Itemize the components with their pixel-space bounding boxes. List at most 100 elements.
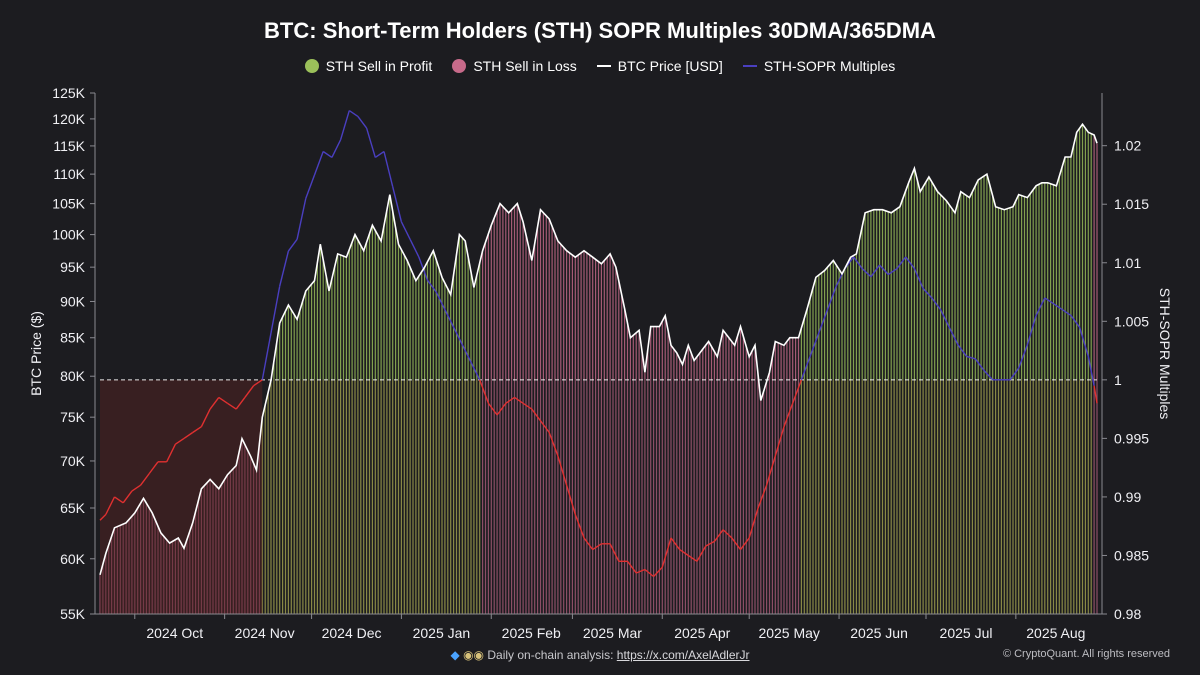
sopr-segment — [644, 568, 655, 578]
legend-item-price[interactable]: BTC Price [USD] — [596, 58, 723, 74]
sopr-segment — [687, 554, 698, 562]
sopr-segment — [557, 455, 568, 486]
sopr-segment — [426, 279, 437, 293]
left-tick-label: 65K — [60, 500, 86, 516]
sopr-segment — [313, 151, 324, 176]
sopr-segment — [765, 455, 776, 486]
left-tick-label: 105K — [52, 196, 85, 212]
sopr-segment — [1044, 297, 1054, 305]
sopr-segment — [957, 344, 968, 357]
right-tick-label: 1.02 — [1114, 138, 1141, 154]
sopr-line-icon — [742, 65, 757, 67]
x-tick-label: 2025 Jul — [940, 625, 993, 641]
left-tick-label: 90K — [60, 293, 86, 309]
loss-zone — [100, 379, 263, 614]
sopr-segment — [114, 496, 124, 504]
right-tick-label: 1.005 — [1114, 313, 1149, 329]
sopr-segment — [435, 291, 446, 310]
legend-item-loss[interactable]: STH Sell in Loss — [452, 58, 577, 74]
left-tick-label: 75K — [60, 409, 86, 425]
sopr-segment — [887, 268, 898, 276]
sopr-segment — [539, 420, 550, 433]
eyes-icon: ◉◉ — [463, 648, 485, 662]
sopr-segment — [522, 402, 533, 410]
left-tick-label: 80K — [60, 368, 86, 384]
footer-link[interactable]: https://x.com/AxelAdlerJr — [616, 648, 750, 662]
x-tick-label: 2025 Apr — [674, 625, 730, 641]
left-tick-label: 115K — [53, 138, 85, 154]
sopr-segment — [322, 150, 333, 158]
sopr-segment — [852, 256, 863, 270]
legend-label-profit: STH Sell in Profit — [325, 58, 433, 74]
sopr-segment — [166, 443, 177, 463]
x-tick-label: 2025 Feb — [502, 625, 561, 641]
sopr-segment — [939, 309, 950, 328]
sopr-segment — [609, 543, 620, 562]
sopr-segment — [514, 396, 524, 404]
sopr-segment — [1070, 314, 1081, 328]
right-tick-label: 1 — [1114, 372, 1122, 388]
sopr-segment — [357, 115, 368, 129]
sopr-segment — [339, 110, 350, 140]
sopr-segment — [270, 286, 281, 334]
sopr-segment — [261, 332, 272, 380]
sopr-segment — [505, 396, 515, 404]
profit-dot-icon — [304, 59, 319, 73]
right-axis-title: STH-SOPR Multiples — [1157, 288, 1173, 419]
left-tick-label: 110K — [53, 166, 85, 182]
sopr-segment — [140, 473, 150, 486]
sopr-segment — [227, 402, 237, 410]
sopr-segment — [183, 431, 194, 439]
x-tick-label: 2025 May — [758, 625, 819, 641]
sopr-segment — [653, 566, 663, 577]
legend-item-sopr[interactable]: STH-SOPR Multiples — [742, 58, 896, 74]
sopr-segment — [122, 490, 133, 504]
sopr-segment — [800, 356, 811, 381]
price-line-icon — [596, 65, 611, 67]
sopr-segment — [218, 396, 228, 404]
sopr-segment — [1018, 344, 1029, 369]
sopr-segment — [1061, 309, 1072, 316]
sopr-segment — [1026, 315, 1037, 345]
sopr-segment — [592, 543, 602, 551]
right-tick-label: 0.995 — [1114, 430, 1149, 446]
legend-item-profit[interactable]: STH Sell in Profit — [304, 58, 433, 74]
left-tick-label: 85K — [60, 330, 86, 346]
sopr-segment — [626, 560, 637, 574]
sopr-segment — [818, 309, 829, 334]
sopr-segment — [470, 361, 481, 381]
sopr-segment — [722, 529, 733, 539]
left-tick-label: 60K — [60, 551, 86, 567]
sopr-segment — [748, 508, 759, 539]
sopr-segment — [496, 402, 507, 416]
sopr-segment — [192, 426, 202, 434]
x-tick-label: 2025 Jan — [413, 625, 471, 641]
sopr-segment — [287, 238, 298, 252]
sopr-segment — [383, 151, 394, 187]
sopr-segment — [487, 402, 498, 416]
footer-analysis: ◆ ◉◉ Daily on-chain analysis: https://x.… — [0, 648, 1200, 662]
sopr-segment — [1035, 297, 1046, 316]
loss-zone-rect — [100, 379, 263, 614]
sopr-segment — [974, 358, 985, 371]
sopr-segment — [635, 568, 646, 574]
sopr-segment — [896, 256, 907, 270]
sopr-segment — [452, 326, 463, 346]
legend-label-sopr: STH-SOPR Multiples — [763, 58, 896, 74]
chart-title: BTC: Short-Term Holders (STH) SOPR Multi… — [264, 18, 936, 43]
right-tick-label: 0.98 — [1114, 606, 1141, 622]
legend-label-price: BTC Price [USD] — [617, 58, 723, 74]
left-tick-label: 125K — [52, 85, 85, 101]
sopr-segment — [670, 537, 681, 551]
sopr-segment — [913, 268, 924, 289]
series-lines — [99, 110, 1098, 578]
chart-legend: STH Sell in Profit STH Sell in Loss BTC … — [0, 58, 1200, 74]
x-tick-label: 2025 Jun — [850, 625, 908, 641]
sopr-segment — [209, 396, 220, 410]
left-tick-label: 100K — [52, 227, 85, 243]
sopr-segment — [296, 198, 307, 240]
diamond-icon: ◆ — [450, 648, 460, 662]
x-tick-label: 2025 Mar — [583, 625, 642, 641]
sopr-segment — [1078, 327, 1089, 357]
sopr-segment — [400, 221, 411, 240]
